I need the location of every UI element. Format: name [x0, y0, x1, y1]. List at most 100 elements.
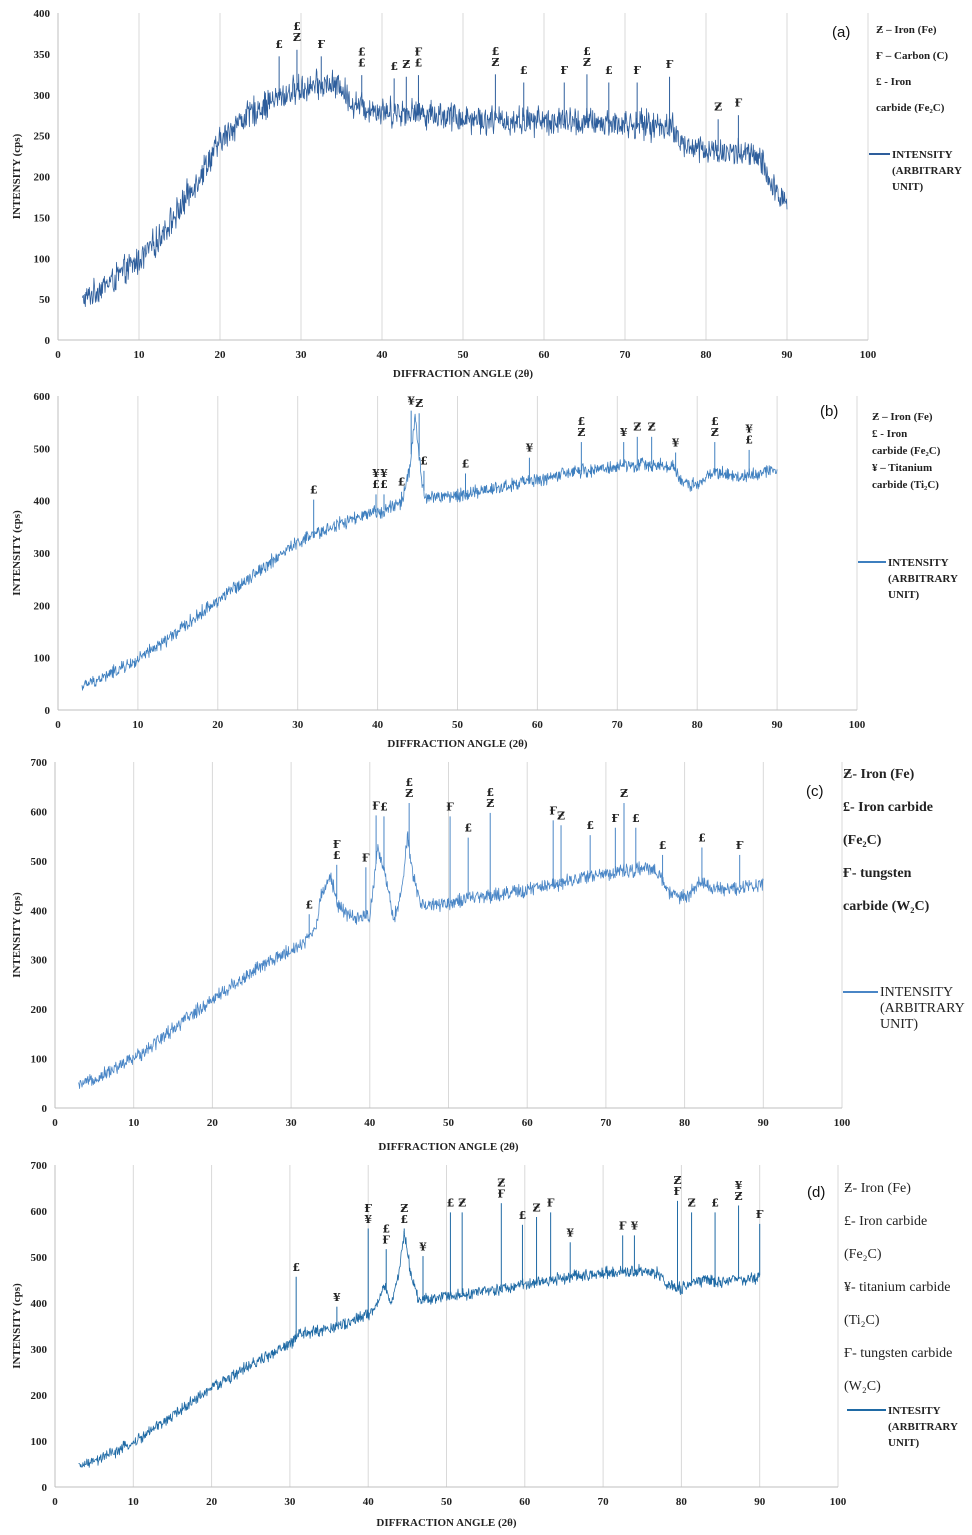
y-tick-label: 300 [34, 548, 51, 560]
peak-marker: £ [632, 812, 640, 825]
peak-marker: Ғ [382, 1234, 390, 1247]
peak-marker: Ƶ [491, 56, 499, 69]
peak-marker: Ғ [666, 58, 674, 71]
x-tick-label: 30 [284, 1496, 296, 1508]
peak-marker: £ [711, 415, 719, 428]
chart-panel-b: 0 10 20 30 40 50 60 70 80 90 100 0 100 200 300 400 500 60… [11, 391, 958, 750]
x-tick-label: 30 [292, 719, 304, 731]
legend-key-text: carbide (Fe₂C) [872, 445, 941, 457]
panel-label: (a) [832, 24, 850, 41]
legend-key-text: Ƶ – Iron (Fe) [876, 24, 937, 36]
legend-series-text: UNIT) [880, 1017, 918, 1032]
legend-key-text: Ғ- tungsten [843, 866, 912, 881]
legend-key-text: £- Iron carbide [843, 800, 933, 815]
legend-series-text: (ARBITRARY [888, 1421, 958, 1433]
y-tick-label: 200 [31, 1004, 48, 1016]
series-line [81, 68, 788, 307]
legend-series-text: INTENSITY [888, 557, 949, 569]
peak-marker: ¥ [620, 426, 628, 439]
peak-marker: £ [492, 45, 500, 58]
peak-marker: ¥ [372, 467, 380, 480]
peak-marker: Ƶ [688, 1197, 696, 1210]
legend-key-text: £ - Iron [872, 428, 907, 440]
y-tick-label: 300 [31, 955, 48, 967]
x-tick-label: 100 [860, 349, 877, 361]
y-tick-label: 400 [31, 1298, 48, 1310]
x-tick-label: 80 [701, 349, 713, 361]
chart-panel-c: 0 10 20 30 40 50 60 70 80 90 100 0 100 200 300 400 500 60… [11, 757, 965, 1153]
legend-series-text: UNIT) [888, 1437, 920, 1449]
x-tick-label: 10 [134, 349, 146, 361]
peak-marker: £ [583, 45, 591, 58]
x-tick-label: 100 [830, 1496, 847, 1508]
peak-marker: £ [380, 478, 388, 491]
peak-marker: £ [382, 1223, 390, 1236]
peak-marker: £ [519, 1209, 527, 1222]
x-tick-label: 60 [532, 719, 544, 731]
y-axis-title: INTENSITY (cps) [11, 892, 23, 978]
y-tick-label: 200 [31, 1390, 48, 1402]
y-tick-label: 400 [34, 8, 51, 20]
x-tick-label: 0 [52, 1117, 58, 1129]
peak-marker: Ƶ [735, 1190, 743, 1203]
peak-marker: Ғ [560, 64, 568, 77]
peak-marker: £ [520, 64, 528, 77]
legend-key-text: carbide (Fe₂C) [876, 102, 945, 114]
y-tick-label: 250 [34, 131, 51, 143]
peak-marker: £ [711, 1197, 719, 1210]
y-tick-label: 600 [31, 1206, 48, 1218]
x-tick-label: 100 [849, 719, 866, 731]
y-tick-label: 0 [42, 1103, 48, 1115]
peak-marker: £ [333, 849, 341, 862]
peak-marker: £ [745, 434, 753, 447]
x-axis-title: DIFFRACTION ANGLE (2θ) [387, 738, 528, 750]
x-tick-label: 40 [364, 1117, 376, 1129]
x-tick-label: 80 [692, 719, 704, 731]
legend-key-text: (W₂C) [844, 1379, 881, 1394]
x-tick-label: 30 [296, 349, 308, 361]
x-tick-label: 10 [128, 1117, 140, 1129]
x-tick-label: 0 [52, 1496, 58, 1508]
legend-key-text: Ƶ – Iron (Fe) [872, 411, 933, 423]
legend-key-text: Ƶ- Iron (Fe) [844, 1181, 911, 1196]
legend-series-text: (ARBITRARY [880, 1001, 965, 1016]
peak-marker: Ƶ [400, 1202, 408, 1215]
peak-marker: £ [486, 786, 494, 799]
y-tick-label: 50 [39, 294, 51, 306]
peak-marker: £ [605, 64, 613, 77]
x-tick-label: 90 [782, 349, 794, 361]
peak-marker: £ [405, 776, 413, 789]
peak-marker: Ғ [612, 812, 620, 825]
y-tick-label: 600 [31, 806, 48, 818]
legend-series-text: INTENSITY [892, 149, 953, 161]
y-tick-label: 700 [31, 757, 48, 769]
y-tick-label: 100 [34, 653, 51, 665]
x-axis-title: DIFFRACTION ANGLE (2θ) [376, 1517, 517, 1529]
x-axis-title: DIFFRACTION ANGLE (2θ) [378, 1141, 519, 1153]
panel-label: (c) [806, 783, 824, 800]
peak-marker: Ғ [317, 38, 325, 51]
panel-label: (b) [820, 403, 838, 420]
peak-marker: £ [447, 1197, 455, 1210]
peak-marker: £ [659, 839, 667, 852]
y-tick-label: 100 [34, 253, 51, 265]
x-tick-label: 50 [452, 719, 464, 731]
peak-marker: ¥ [333, 1291, 341, 1304]
peak-marker: ¥ [407, 394, 415, 407]
peak-marker: Ƶ [583, 56, 591, 69]
x-tick-label: 100 [834, 1117, 851, 1129]
peak-marker: Ƶ [415, 397, 423, 410]
peak-marker: Ғ [364, 1202, 372, 1215]
legend-key-text: Ƶ- Iron (Fe) [843, 767, 915, 782]
legend-series-text: UNIT) [888, 589, 920, 601]
peak-marker: ¥ [364, 1213, 372, 1226]
peak-marker: ¥ [735, 1179, 743, 1192]
peak-marker: Ƶ [633, 421, 641, 434]
peak-marker: Ƶ [402, 58, 410, 71]
x-tick-label: 20 [206, 1496, 218, 1508]
x-tick-label: 40 [363, 1496, 375, 1508]
peak-marker: £ [400, 1213, 408, 1226]
peak-marker: £ [398, 476, 406, 489]
peak-marker: £ [420, 455, 428, 468]
